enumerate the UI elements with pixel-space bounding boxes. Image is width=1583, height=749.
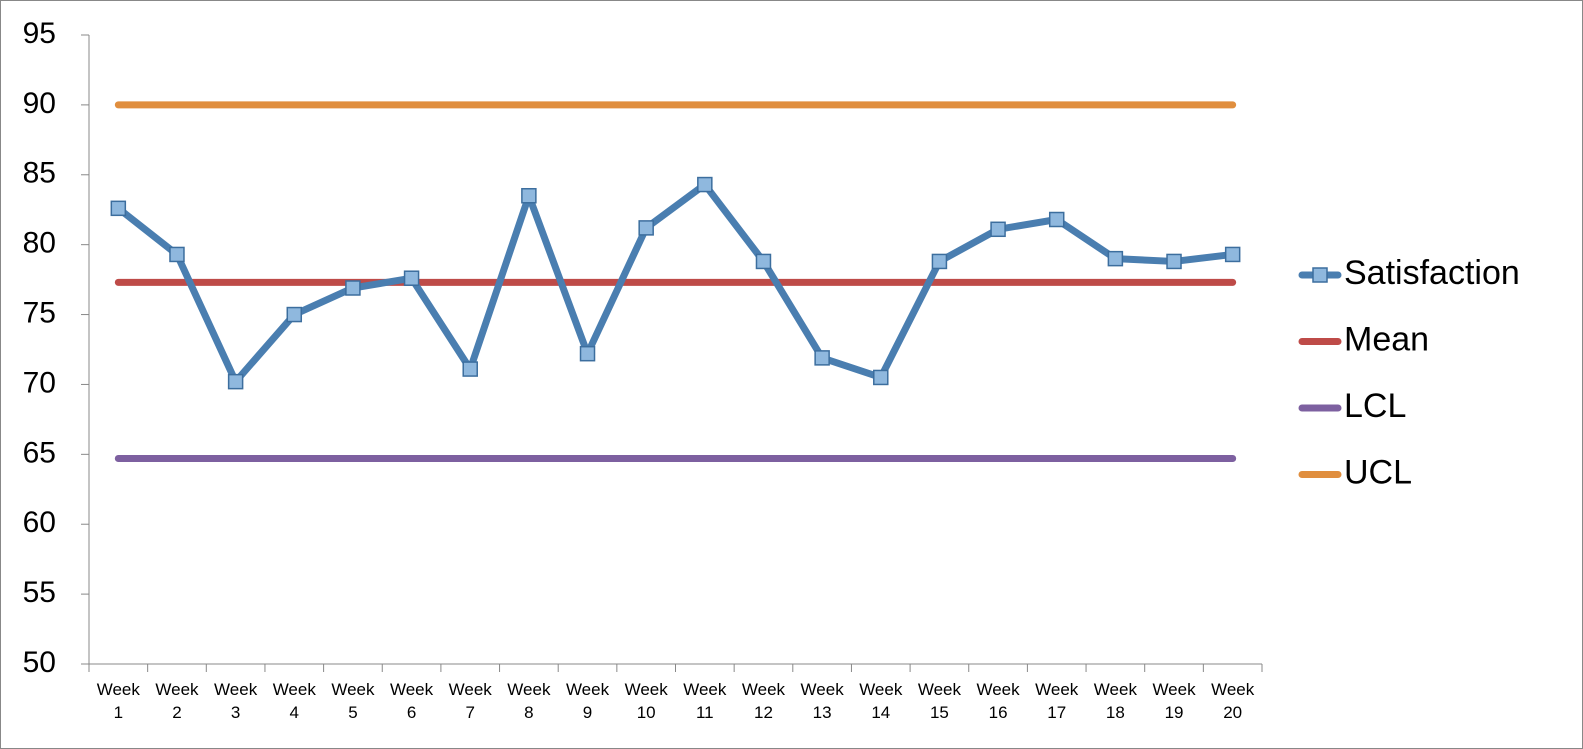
point-marker — [227, 373, 244, 390]
x-tick-label: Week 8 — [507, 680, 551, 722]
legend-label: Mean — [1344, 320, 1429, 358]
y-tick-label: 95 — [23, 17, 56, 50]
x-tick-label: Week 18 — [1094, 680, 1138, 722]
point-marker — [1224, 246, 1241, 263]
y-tick-label: 70 — [23, 366, 56, 399]
point-marker — [814, 350, 830, 366]
x-tick-label-line: Week — [507, 680, 551, 699]
point-marker — [1107, 250, 1124, 267]
x-tick-label-line: Week — [801, 680, 845, 699]
x-tick-label-line: 13 — [813, 703, 832, 722]
x-tick-label: Week 13 — [801, 680, 845, 722]
y-tick-label: 65 — [23, 436, 56, 469]
legend-label: LCL — [1344, 387, 1406, 425]
point-marker — [697, 176, 713, 193]
x-tick-label: Week 14 — [859, 680, 903, 722]
x-tick-label: Week 11 — [683, 680, 727, 722]
x-tick-label-line: 3 — [231, 703, 240, 722]
point-marker — [286, 306, 303, 323]
y-tick-label: 90 — [23, 87, 56, 120]
x-tick-label-line: 6 — [407, 703, 416, 722]
x-tick-label-line: 16 — [989, 703, 1008, 722]
x-tick-label: Week 10 — [625, 680, 669, 722]
x-tick-label: Week 9 — [566, 680, 610, 722]
x-tick-label: Week 15 — [918, 680, 962, 722]
x-tick-label-line: 20 — [1223, 703, 1242, 722]
x-tick-label-line: 5 — [348, 703, 357, 722]
x-tick-label-line: 2 — [172, 703, 181, 722]
x-tick-label-line: Week — [918, 680, 962, 699]
x-tick-label-line: 14 — [871, 703, 890, 722]
point-marker — [462, 361, 478, 377]
y-tick-label: 55 — [23, 576, 56, 609]
x-tick-label: Week 6 — [390, 680, 434, 722]
x-tick-label-line: Week — [1094, 680, 1138, 699]
x-tick-label-line: Week — [859, 680, 903, 699]
point-marker — [521, 187, 537, 204]
x-tick-label-line: 8 — [524, 703, 533, 722]
point-marker — [931, 253, 948, 270]
x-tick-label: Week 12 — [742, 680, 786, 722]
x-tick-label: Week 7 — [449, 680, 493, 722]
x-tick-label-line: Week — [97, 680, 141, 699]
x-tick-label: Week 20 — [1211, 680, 1255, 722]
x-tick-label-line: 19 — [1165, 703, 1184, 722]
x-tick-label: Week 17 — [1035, 680, 1079, 722]
legend-label: UCL — [1344, 453, 1412, 491]
x-tick-label-line: Week — [625, 680, 669, 699]
legend-label: Satisfaction — [1344, 254, 1520, 292]
x-tick-label: Week 5 — [331, 680, 375, 722]
series-line — [114, 181, 1237, 386]
x-tick-label-line: 1 — [114, 703, 123, 722]
x-tick-label-line: Week — [449, 680, 493, 699]
x-tick-label-line: Week — [742, 680, 786, 699]
x-tick-label-line: 11 — [696, 703, 714, 722]
x-tick-label-line: Week — [390, 680, 434, 699]
x-tick-label: Week 4 — [273, 680, 317, 722]
x-tick-label-line: Week — [976, 680, 1020, 699]
x-tick-label-line: 12 — [754, 703, 773, 722]
x-tick-label-line: Week — [273, 680, 317, 699]
point-marker — [110, 200, 127, 217]
x-tick-label-line: 4 — [290, 703, 299, 722]
x-tick-label: Week 19 — [1152, 680, 1196, 722]
x-tick-label-line: 18 — [1106, 703, 1125, 722]
point-marker — [403, 270, 420, 286]
point-marker — [873, 369, 889, 386]
x-tick-label-line: 9 — [583, 703, 592, 722]
x-tick-label-line: Week — [1211, 680, 1255, 699]
x-tick-label-line: 10 — [637, 703, 656, 722]
x-tick-label-line: Week — [1152, 680, 1196, 699]
point-marker — [169, 246, 185, 263]
x-tick-label: Week 1 — [97, 680, 141, 722]
point-marker — [579, 345, 596, 362]
x-tick-label-line: Week — [1035, 680, 1079, 699]
x-tick-label-line: Week — [214, 680, 258, 699]
point-marker — [1166, 253, 1182, 270]
x-tick-label-line: 7 — [465, 703, 474, 722]
x-tick-label: Week 16 — [976, 680, 1020, 722]
y-tick-label: 75 — [23, 296, 56, 329]
y-tick-label: 50 — [23, 646, 56, 679]
point-marker — [990, 221, 1006, 238]
y-tick-label: 60 — [23, 506, 56, 539]
point-marker — [638, 220, 654, 236]
y-tick-label: 85 — [23, 157, 56, 190]
x-tick-label: Week 2 — [155, 680, 199, 722]
point-marker — [755, 253, 772, 270]
legend-marker — [1312, 267, 1328, 283]
x-tick-label: Week 3 — [214, 680, 258, 722]
y-tick-label: 80 — [23, 227, 56, 260]
x-tick-label-line: Week — [683, 680, 727, 699]
x-tick-label-line: Week — [331, 680, 375, 699]
x-tick-label-line: 15 — [930, 703, 949, 722]
point-marker — [345, 280, 361, 296]
point-marker — [1048, 211, 1065, 228]
x-tick-label-line: 17 — [1047, 703, 1066, 722]
x-tick-label-line: Week — [566, 680, 610, 699]
x-tick-label-line: Week — [155, 680, 199, 699]
